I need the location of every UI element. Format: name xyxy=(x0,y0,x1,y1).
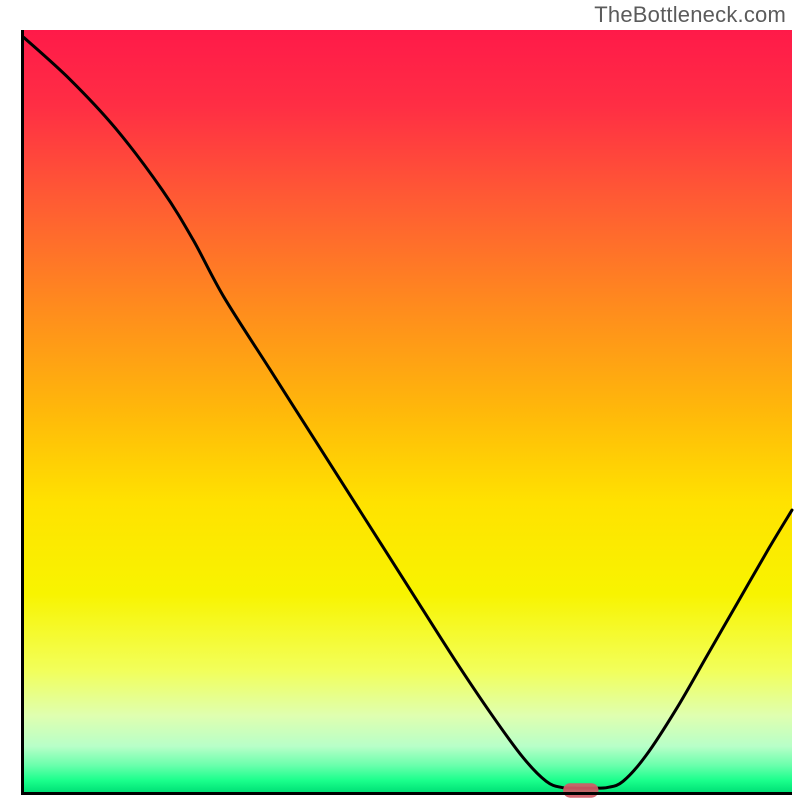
bottleneck-chart: TheBottleneck.com xyxy=(0,0,800,800)
optimal-marker xyxy=(563,783,598,797)
chart-svg xyxy=(0,0,800,800)
watermark-label: TheBottleneck.com xyxy=(594,2,786,28)
plot-background xyxy=(24,30,792,792)
